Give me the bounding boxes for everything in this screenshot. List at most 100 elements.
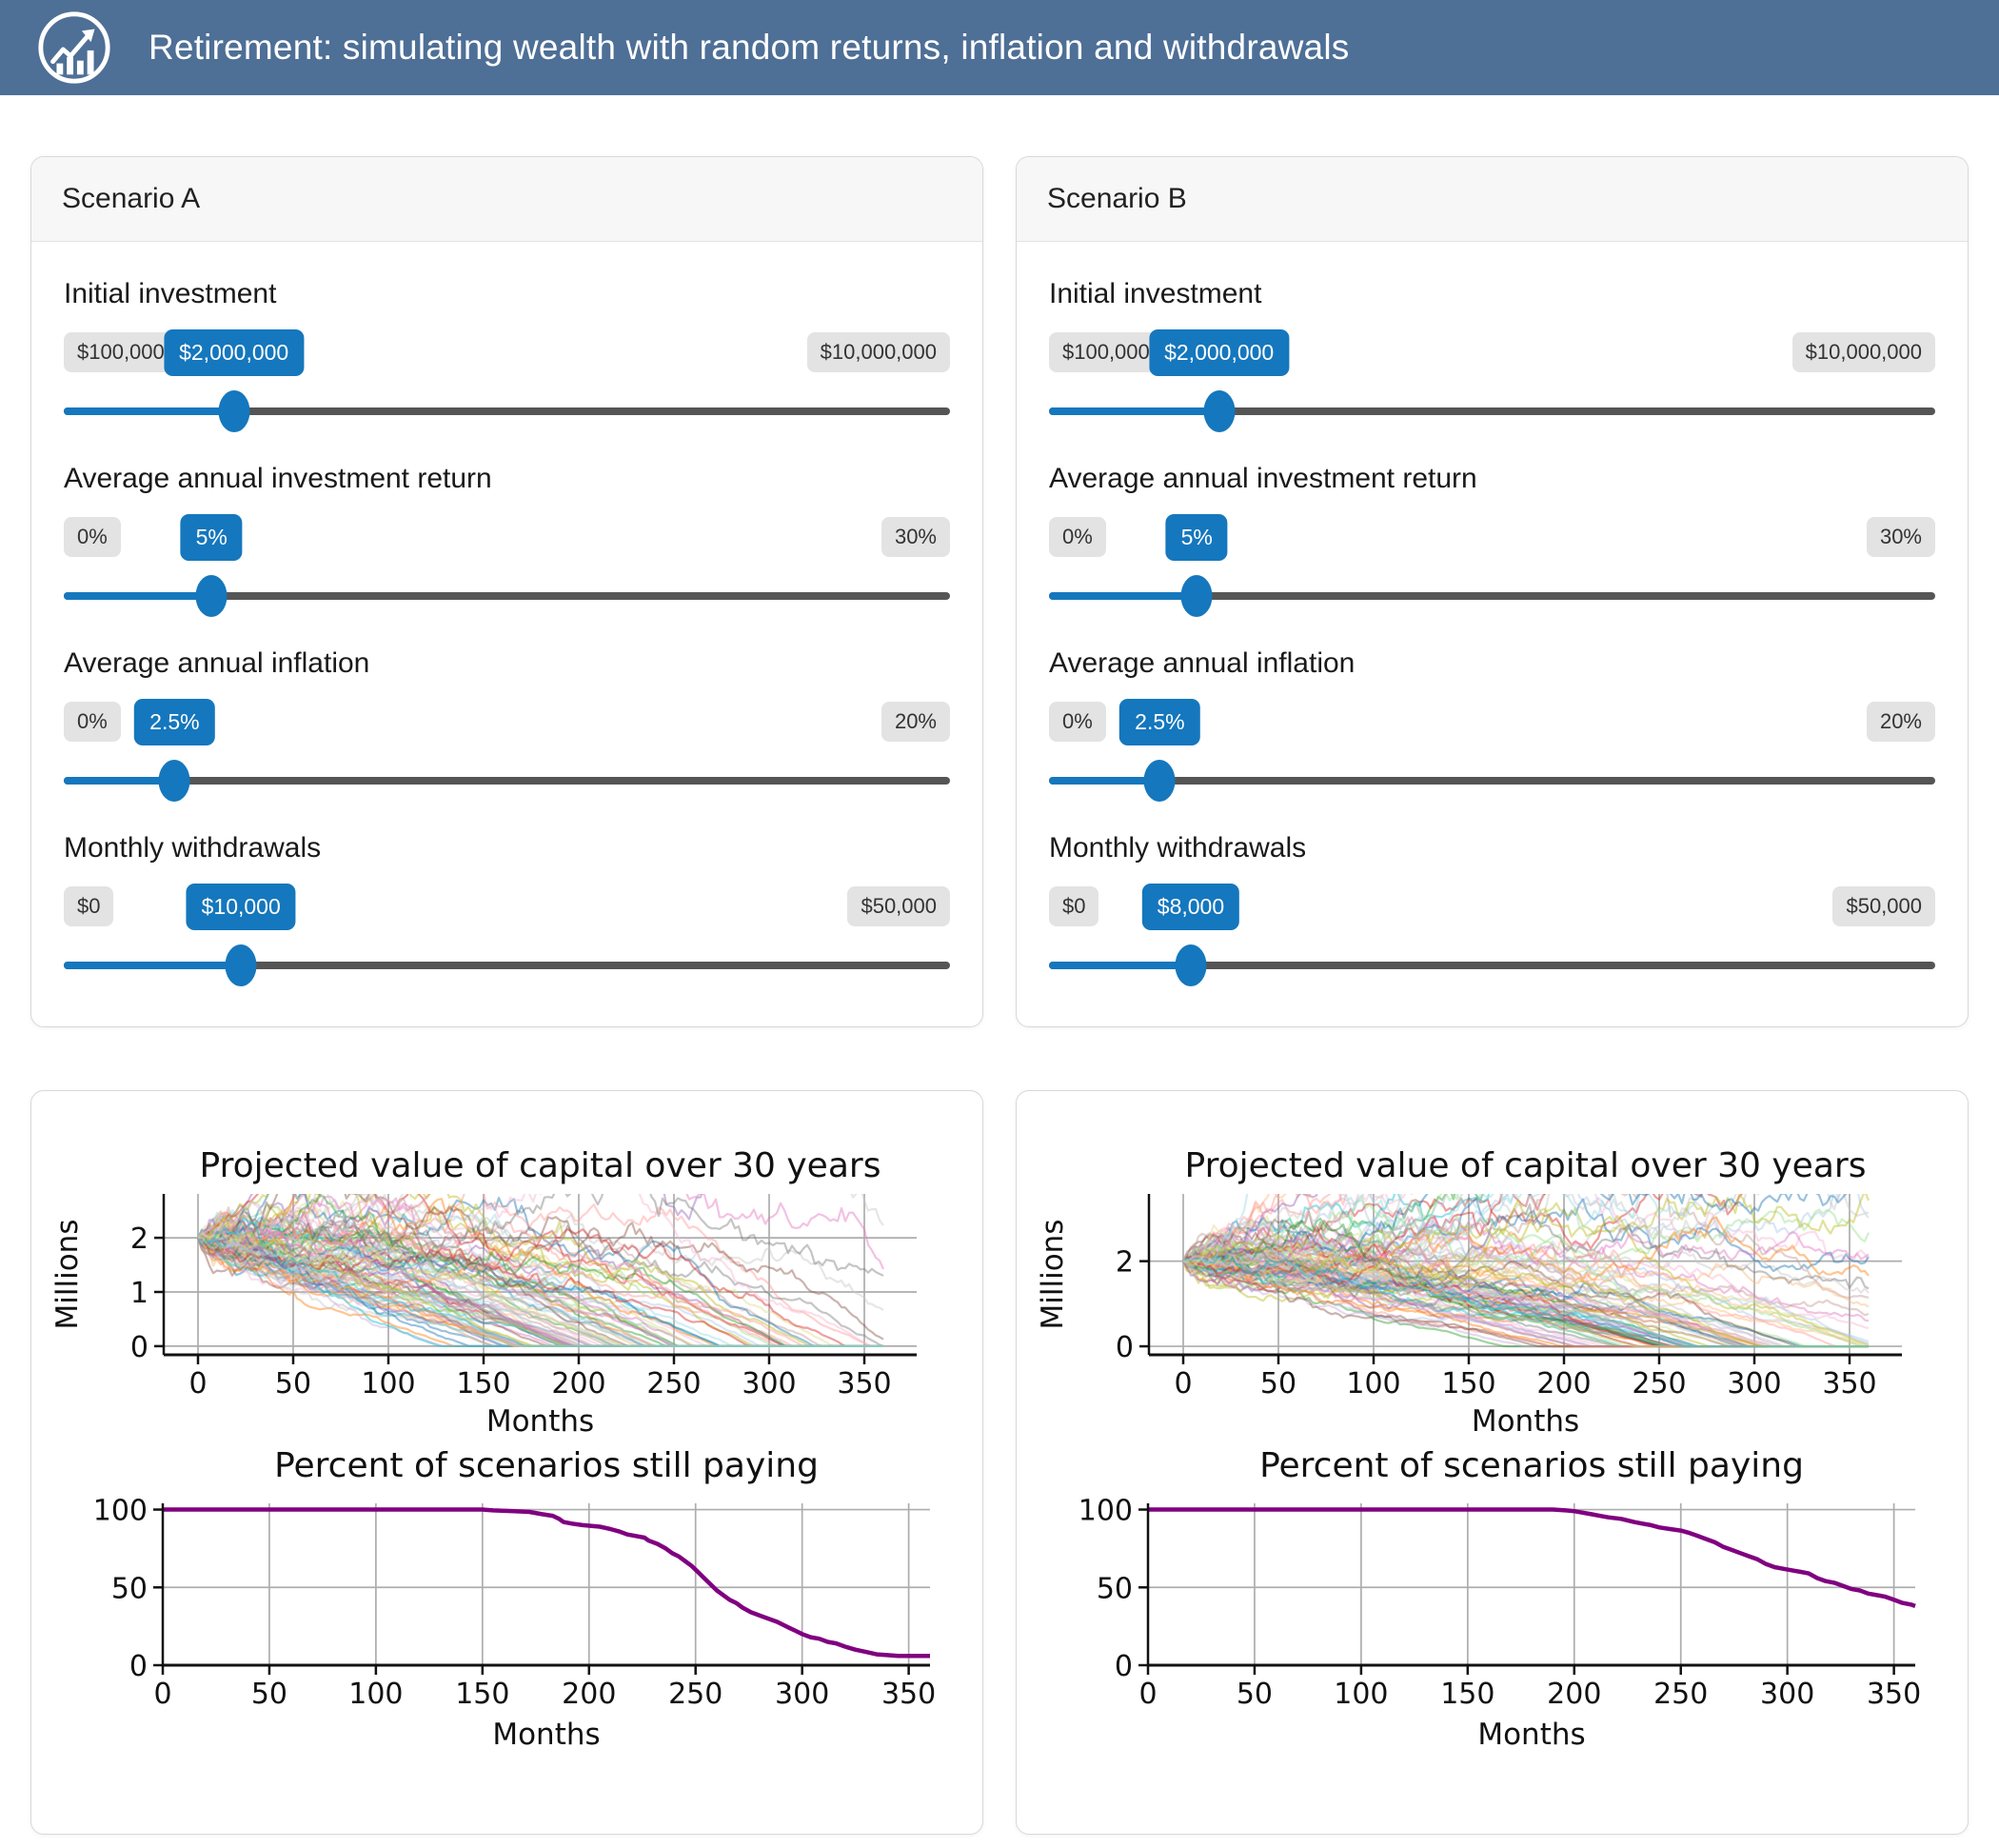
scenario-b-monthly-withdrawals-value-pill: $8,000	[1141, 884, 1240, 931]
scenario-b-average-annual-investment-return-slider[interactable]	[1049, 573, 1935, 619]
scenario-a-monthly-withdrawals-slider-track[interactable]	[64, 962, 950, 969]
svg-text:200: 200	[1547, 1678, 1601, 1711]
scenario-a-figure: Projected value of capital over 30 years…	[31, 1091, 982, 1769]
scenario-b-survival-chart: Percent of scenarios still paying 0 50 100 1…	[1079, 1446, 1922, 1752]
scenario-b-initial-investment-slider[interactable]	[1049, 388, 1935, 434]
scenario-b-average-annual-investment-return-control: Average annual investment return 0% 5% 30%	[1049, 463, 1935, 619]
svg-text:50: 50	[251, 1678, 287, 1711]
scenario-a-average-annual-inflation-slider-track[interactable]	[64, 777, 950, 785]
scenario-b-average-annual-inflation-max-label-pill: 20%	[1866, 702, 1935, 743]
scenario-a-average-annual-investment-return-slider-thumb[interactable]	[195, 575, 228, 617]
svg-text:100: 100	[1334, 1678, 1388, 1711]
scenario-b-average-annual-inflation-label: Average annual inflation	[1049, 647, 1356, 679]
scenario-a-monthly-withdrawals-label: Monthly withdrawals	[64, 832, 322, 864]
scenario-a-average-annual-inflation-label: Average annual inflation	[64, 647, 370, 679]
svg-text:50: 50	[275, 1367, 311, 1401]
survival-line	[1148, 1507, 1916, 1609]
scenario-b-average-annual-inflation-slider-track[interactable]	[1049, 777, 1935, 785]
svg-text:350: 350	[1822, 1367, 1876, 1401]
scenario-a-initial-investment-slider-track[interactable]	[64, 407, 950, 415]
scenario-a-header: Scenario A	[31, 157, 982, 242]
scenario-a-initial-investment-slider-thumb[interactable]	[218, 390, 250, 432]
scenario-a-average-annual-inflation-slider-thumb[interactable]	[158, 760, 190, 802]
svg-text:2: 2	[130, 1222, 148, 1256]
scenario-b-header: Scenario B	[1017, 157, 1968, 242]
scenario-a-monthly-withdrawals-slider[interactable]	[64, 943, 950, 988]
scenario-b-average-annual-investment-return-slider-track[interactable]	[1049, 592, 1935, 600]
scenario-b-average-annual-investment-return-slider-thumb[interactable]	[1180, 575, 1213, 617]
scenario-b-monthly-withdrawals-label: Monthly withdrawals	[1049, 832, 1307, 864]
scenario-a-average-annual-investment-return-control: Average annual investment return 0% 5% 30%	[64, 463, 950, 619]
svg-text:0: 0	[188, 1367, 207, 1401]
scenario-a-average-annual-investment-return-label: Average annual investment return	[64, 463, 492, 494]
scenario-b-initial-investment-slider-track[interactable]	[1049, 407, 1935, 415]
scenario-a-initial-investment-max-label-pill: $10,000,000	[806, 332, 950, 373]
scenario-a-average-annual-investment-return-slider[interactable]	[64, 573, 950, 619]
survival-line	[163, 1507, 930, 1659]
survival-x-axis-label: Months	[492, 1718, 600, 1752]
scenario-b-average-annual-investment-return-label: Average annual investment return	[1049, 463, 1477, 494]
scenario-b-monthly-withdrawals-min-label-pill: $0	[1049, 886, 1099, 927]
scenario-a-average-annual-inflation-slider-fill	[64, 777, 175, 785]
scenario-a-average-annual-inflation-value-pill: 2.5%	[134, 699, 215, 746]
scenario-b-body: Initial investment $100,000 $2,000,000 $10,…	[1017, 242, 1968, 1026]
scenario-b-initial-investment-slider-thumb[interactable]	[1203, 390, 1236, 432]
scenario-a-body: Initial investment $100,000 $2,000,000 $10,…	[31, 242, 982, 1026]
svg-text:100: 100	[361, 1367, 415, 1401]
scenario-b-average-annual-inflation-slider[interactable]	[1049, 758, 1935, 804]
scenario-b-card: Scenario B Initial investment $100,000 $2,0…	[1016, 156, 1969, 1027]
svg-text:50: 50	[1237, 1678, 1273, 1711]
svg-text:300: 300	[775, 1678, 829, 1711]
projection-y-axis-label: Millions	[50, 1220, 85, 1330]
scenario-a-average-annual-inflation-min-label-pill: 0%	[64, 702, 121, 743]
scenario-a-average-annual-investment-return-pill-row: 0% 5% 30%	[64, 514, 950, 562]
svg-text:50: 50	[1260, 1367, 1296, 1401]
svg-text:50: 50	[1097, 1572, 1133, 1605]
scenario-b-average-annual-inflation-value-pill: 2.5%	[1119, 699, 1200, 746]
scenario-b-monthly-withdrawals-slider-thumb[interactable]	[1175, 944, 1207, 986]
scenario-b-initial-investment-value-pill: $2,000,000	[1149, 329, 1290, 377]
svg-text:300: 300	[1760, 1678, 1814, 1711]
svg-text:1: 1	[130, 1277, 148, 1310]
scenario-a-projection-chart: Projected value of capital over 30 years…	[50, 1146, 917, 1439]
scenario-a-average-annual-inflation-slider[interactable]	[64, 758, 950, 804]
svg-text:0: 0	[1116, 1331, 1134, 1364]
scenario-b-projection-chart: Projected value of capital over 30 years…	[1036, 1146, 1902, 1439]
svg-text:2: 2	[1116, 1246, 1134, 1280]
scenario-a-survival-chart: Percent of scenarios still paying 0 50 100 1…	[93, 1446, 937, 1752]
scenario-b-monthly-withdrawals-slider[interactable]	[1049, 943, 1935, 988]
scenario-a-monthly-withdrawals-max-label-pill: $50,000	[847, 886, 950, 927]
survival-x-axis-label: Months	[1477, 1718, 1585, 1752]
scenario-a-monthly-withdrawals-slider-thumb[interactable]	[225, 944, 257, 986]
svg-text:300: 300	[742, 1367, 796, 1401]
svg-text:350: 350	[837, 1367, 891, 1401]
svg-text:100: 100	[1079, 1495, 1133, 1528]
scenario-b-monthly-withdrawals-slider-track[interactable]	[1049, 962, 1935, 969]
scenario-a-title: Scenario A	[62, 183, 201, 214]
scenario-a-initial-investment-slider-fill	[64, 407, 234, 415]
scenario-b-monthly-withdrawals-slider-fill	[1049, 962, 1191, 969]
scenario-b-charts-card: Projected value of capital over 30 years…	[1016, 1090, 1969, 1835]
trending-up-chart-icon	[34, 8, 114, 88]
svg-text:150: 150	[1441, 1367, 1495, 1401]
scenario-b-title: Scenario B	[1047, 183, 1187, 214]
svg-text:0: 0	[1138, 1678, 1157, 1711]
svg-text:200: 200	[1536, 1367, 1591, 1401]
scenario-b-average-annual-inflation-slider-fill	[1049, 777, 1160, 785]
svg-text:350: 350	[881, 1678, 936, 1711]
scenario-panels-row: Scenario A Initial investment $100,000 $2,0…	[30, 156, 1969, 1027]
svg-text:350: 350	[1867, 1678, 1921, 1711]
scenario-b-average-annual-investment-return-min-label-pill: 0%	[1049, 517, 1106, 558]
scenario-b-initial-investment-pill-row: $100,000 $2,000,000 $10,000,000	[1049, 329, 1935, 377]
svg-text:50: 50	[111, 1572, 148, 1605]
svg-text:0: 0	[1115, 1650, 1133, 1683]
svg-text:0: 0	[1174, 1367, 1192, 1401]
svg-text:150: 150	[1440, 1678, 1494, 1711]
projection-x-axis-label: Months	[486, 1404, 594, 1439]
scenario-b-average-annual-inflation-slider-thumb[interactable]	[1143, 760, 1176, 802]
scenario-a-monthly-withdrawals-pill-row: $0 $10,000 $50,000	[64, 884, 950, 931]
scenario-a-monthly-withdrawals-control: Monthly withdrawals $0 $10,000 $50,000	[64, 832, 950, 988]
scenario-a-average-annual-investment-return-slider-track[interactable]	[64, 592, 950, 600]
scenario-b-initial-investment-label: Initial investment	[1049, 278, 1262, 309]
scenario-a-initial-investment-slider[interactable]	[64, 388, 950, 434]
